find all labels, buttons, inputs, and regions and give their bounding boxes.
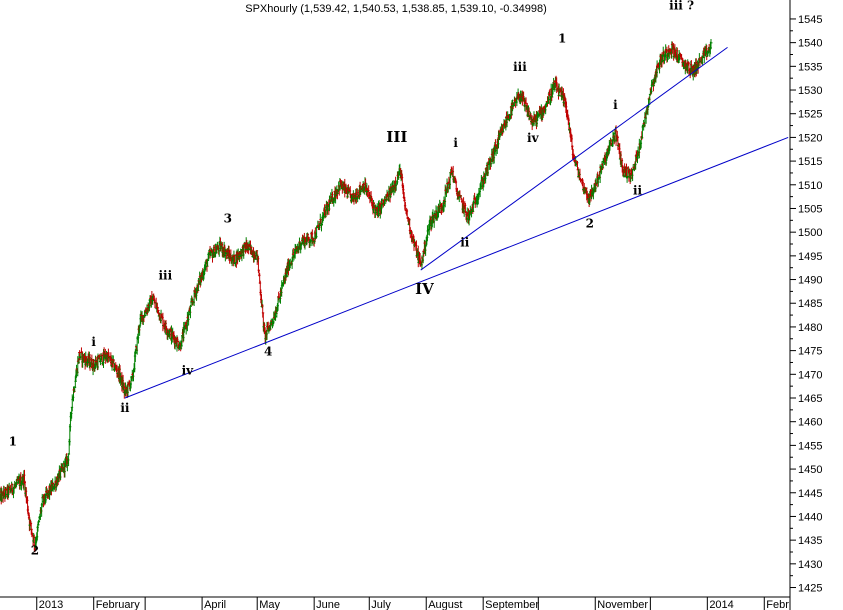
y-tick-label: 1485 xyxy=(798,298,822,310)
y-tick-label: 1480 xyxy=(798,322,822,334)
y-tick-label: 1520 xyxy=(798,132,822,144)
x-tick-label: April xyxy=(204,599,226,610)
y-tick-label: 1445 xyxy=(798,488,822,500)
wave-label: i xyxy=(453,136,458,150)
y-tick-label: 1545 xyxy=(798,14,822,26)
y-tick-label: 1475 xyxy=(798,346,822,358)
y-tick-label: 1535 xyxy=(798,61,822,73)
y-tick-label: 1430 xyxy=(798,559,822,571)
y-tick-label: 1540 xyxy=(798,38,822,50)
trendlines xyxy=(124,46,789,399)
wave-label: 3 xyxy=(224,212,232,226)
y-tick-label: 1435 xyxy=(798,535,822,547)
x-tick-label: 2014 xyxy=(709,599,733,610)
wave-label: III xyxy=(386,128,407,146)
trendline xyxy=(124,136,789,399)
wave-label: 1 xyxy=(9,434,17,448)
x-tick-label: August xyxy=(428,599,462,610)
wave-label: iv xyxy=(527,131,540,145)
wave-label: iv xyxy=(182,363,195,377)
x-tick-label: 2013 xyxy=(39,599,63,610)
wave-label: iii xyxy=(159,269,173,283)
x-tick-label: June xyxy=(316,599,340,610)
x-tick-label: September xyxy=(485,599,539,610)
y-tick-label: 1450 xyxy=(798,464,822,476)
y-tick-label: 1495 xyxy=(798,251,822,263)
chart-title: SPXhourly (1,539.42, 1,540.53, 1,538.85,… xyxy=(245,3,547,15)
wave-label: iii xyxy=(513,60,527,74)
wave-label: 2 xyxy=(586,216,594,230)
y-tick-label: 1500 xyxy=(798,227,822,239)
y-tick-label: 1525 xyxy=(798,109,822,121)
y-tick-label: 1515 xyxy=(798,156,822,168)
wave-label: iii ? xyxy=(669,0,694,12)
y-tick-label: 1470 xyxy=(798,369,822,381)
x-tick-label: May xyxy=(259,599,280,610)
y-tick-label: 1505 xyxy=(798,203,822,215)
x-tick-label: February xyxy=(96,599,141,610)
y-axis: 1425 1430 1435 1440 1445 1450 1455 1460 1465 1470… xyxy=(790,14,822,595)
x-tick-label: July xyxy=(371,599,391,610)
y-tick-label: 1530 xyxy=(798,85,822,97)
ohlc-bar xyxy=(709,39,713,49)
x-tick-label: Febr xyxy=(766,599,789,610)
wave-label: ii xyxy=(633,183,643,197)
trendline xyxy=(420,46,728,271)
wave-label: IV xyxy=(415,280,434,298)
wave-label: 1 xyxy=(558,32,566,46)
y-tick-label: 1490 xyxy=(798,275,822,287)
x-tick-label: November xyxy=(597,599,648,610)
wave-label: i xyxy=(91,335,96,349)
y-tick-label: 1455 xyxy=(798,440,822,452)
y-tick-label: 1465 xyxy=(798,393,822,405)
price-bars xyxy=(0,39,713,553)
y-tick-label: 1440 xyxy=(798,511,822,523)
x-axis: 2013 February April May June July August Septem… xyxy=(36,597,789,610)
y-tick-label: 1460 xyxy=(798,417,822,429)
wave-label: 4 xyxy=(264,344,272,358)
y-tick-label: 1425 xyxy=(798,583,822,595)
y-tick-label: 1510 xyxy=(798,180,822,192)
wave-label: ii xyxy=(460,235,470,249)
wave-label: i xyxy=(613,98,618,112)
wave-label: ii xyxy=(120,401,130,415)
wave-label: 2 xyxy=(31,543,39,557)
